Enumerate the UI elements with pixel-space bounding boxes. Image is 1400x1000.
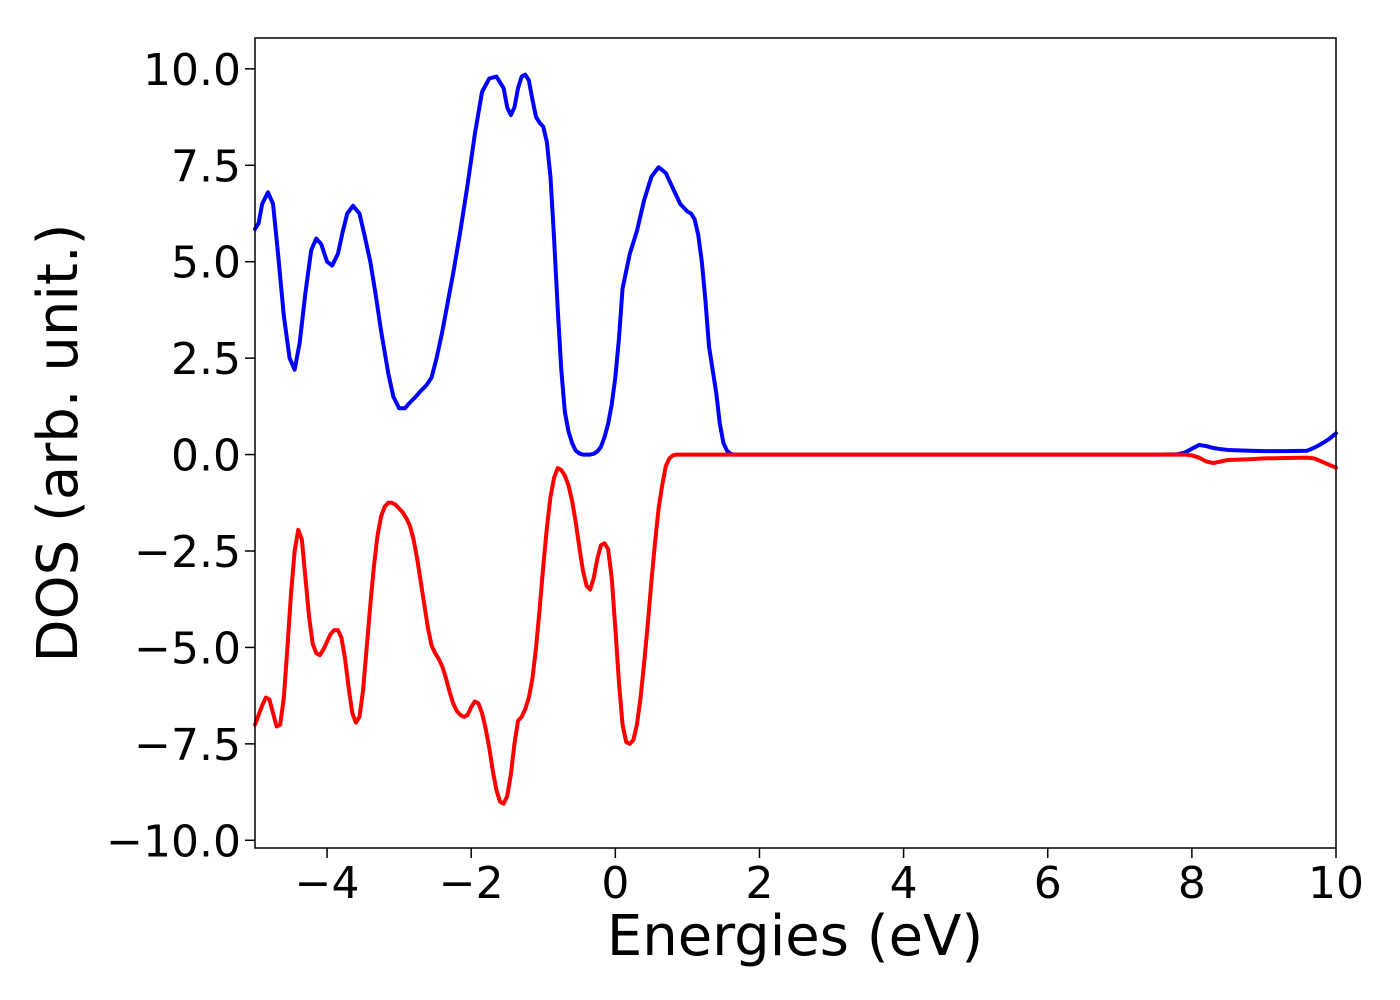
y-tick-label: −2.5 — [134, 527, 241, 578]
x-tick-label: 10 — [1308, 858, 1364, 909]
y-axis-label: DOS (arb. unit.) — [26, 223, 91, 662]
y-tick-label: 2.5 — [171, 334, 241, 385]
y-tick-label: −5.0 — [134, 623, 241, 674]
x-tick-label: 0 — [601, 858, 629, 909]
x-tick-label: 6 — [1034, 858, 1062, 909]
x-tick-label: 4 — [890, 858, 918, 909]
x-tick-label: −2 — [439, 858, 504, 909]
series-layer — [253, 72, 1338, 806]
y-tick-label: 0.0 — [171, 431, 241, 482]
plot-frame — [254, 37, 1337, 849]
x-axis-ticks: −4 −2 0 2 4 6 8 10 — [295, 848, 1364, 909]
x-tick-label: 2 — [745, 858, 773, 909]
series-line-2 — [253, 452, 1338, 806]
y-tick-label: −7.5 — [134, 720, 241, 771]
y-tick-label: 7.5 — [171, 141, 241, 192]
y-tick-label: −10.0 — [106, 816, 241, 867]
x-tick-label: −4 — [295, 858, 360, 909]
x-tick-label: 8 — [1178, 858, 1206, 909]
x-axis-label: Energies (eV) — [607, 904, 983, 969]
y-tick-label: 10.0 — [143, 45, 241, 96]
y-axis-ticks: −10.0 −7.5 −5.0 −2.5 0.0 2.5 5.0 7.5 10.0 — [106, 45, 255, 867]
series-line-1 — [253, 72, 1338, 457]
y-tick-label: 5.0 — [171, 238, 241, 289]
